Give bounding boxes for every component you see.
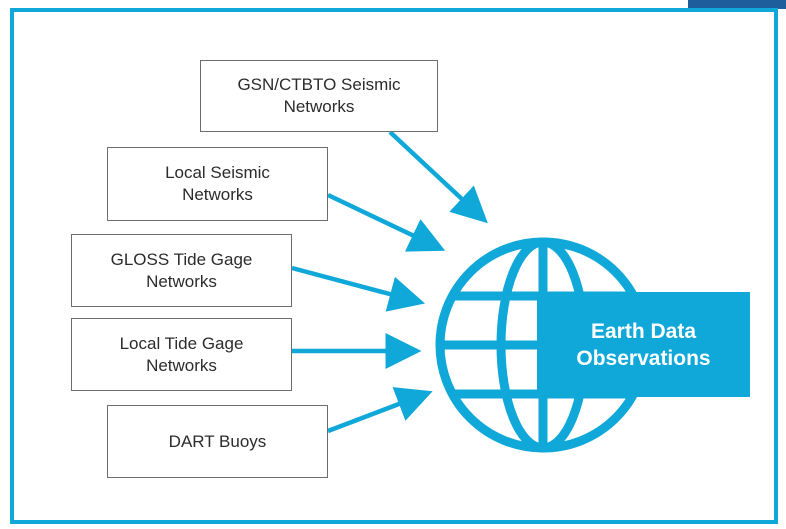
outer-frame xyxy=(10,8,778,524)
source-box-local-seismic: Local Seismic Networks xyxy=(107,147,328,221)
arrow-local-seismic xyxy=(327,192,446,252)
observations-line1: Earth Data xyxy=(590,319,697,343)
corner-tab xyxy=(688,0,786,9)
observations-line2: Observations xyxy=(576,346,711,370)
arrow-gsn xyxy=(388,130,488,224)
arrows xyxy=(291,130,488,434)
source-box-dart: DART Buoys xyxy=(107,405,328,478)
observations-label: Earth Data Observations xyxy=(537,292,750,397)
arrow-gloss xyxy=(291,265,426,312)
source-box-gloss: GLOSS Tide Gage Networks xyxy=(71,234,292,307)
observations-panel xyxy=(537,292,750,397)
source-box-local-tide: Local Tide Gage Networks xyxy=(71,318,292,391)
arrow-dart xyxy=(327,387,433,434)
source-box-gsn: GSN/CTBTO Seismic Networks xyxy=(200,60,438,132)
